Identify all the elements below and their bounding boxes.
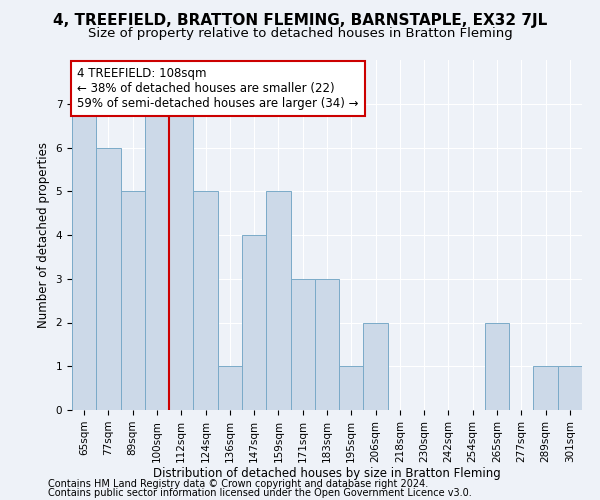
Text: 4 TREEFIELD: 108sqm
← 38% of detached houses are smaller (22)
59% of semi-detach: 4 TREEFIELD: 108sqm ← 38% of detached ho… [77,67,359,110]
Bar [315,279,339,410]
Bar [364,322,388,410]
Text: Contains HM Land Registry data © Crown copyright and database right 2024.: Contains HM Land Registry data © Crown c… [48,479,428,489]
Bar [145,104,169,410]
Bar [121,191,145,410]
Bar [266,191,290,410]
Y-axis label: Number of detached properties: Number of detached properties [37,142,50,328]
X-axis label: Distribution of detached houses by size in Bratton Fleming: Distribution of detached houses by size … [153,468,501,480]
Bar [485,322,509,410]
Bar [533,366,558,410]
Bar [72,104,96,410]
Bar [218,366,242,410]
Text: 4, TREEFIELD, BRATTON FLEMING, BARNSTAPLE, EX32 7JL: 4, TREEFIELD, BRATTON FLEMING, BARNSTAPL… [53,12,547,28]
Bar [242,235,266,410]
Bar [290,279,315,410]
Text: Size of property relative to detached houses in Bratton Fleming: Size of property relative to detached ho… [88,28,512,40]
Bar [193,191,218,410]
Text: Contains public sector information licensed under the Open Government Licence v3: Contains public sector information licen… [48,488,472,498]
Bar [96,148,121,410]
Bar [558,366,582,410]
Bar [169,104,193,410]
Bar [339,366,364,410]
